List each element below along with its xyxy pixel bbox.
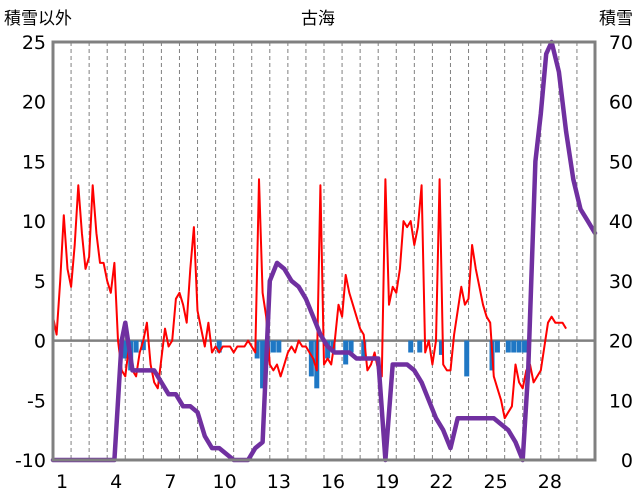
precip-bar-5 <box>254 340 260 359</box>
chart-title: 古海 <box>301 9 335 29</box>
y-tick-right-0: 0 <box>621 450 633 472</box>
precip-bar-8 <box>270 340 276 353</box>
precip-bar-19 <box>438 340 444 355</box>
y-tick-right-30: 30 <box>609 271 633 293</box>
y-tick-right-50: 50 <box>609 151 633 173</box>
precip-bar-0 <box>122 340 128 359</box>
precip-bar-2 <box>133 340 139 353</box>
precip-bar-3 <box>140 340 146 351</box>
y-tick-right-10: 10 <box>609 390 633 412</box>
y-tick-left-5: 5 <box>34 271 46 293</box>
precip-bar-9 <box>276 340 282 353</box>
x-tick-28: 28 <box>538 471 562 493</box>
precip-bar-12 <box>325 340 331 359</box>
plot-frame <box>51 40 597 462</box>
y-tick-left--10: -10 <box>15 450 46 472</box>
x-tick-25: 25 <box>484 471 508 493</box>
y-tick-right-20: 20 <box>609 331 633 353</box>
x-tick-19: 19 <box>375 471 399 493</box>
precip-bar-15 <box>348 340 354 353</box>
y-ticks-right: 0 10 20 30 40 50 60 70 <box>609 32 633 472</box>
precip-bar-4 <box>216 340 222 353</box>
y-axis-label-left: 積雪以外 <box>4 9 72 29</box>
y-tick-left-15: 15 <box>22 151 46 173</box>
x-tick-16: 16 <box>321 471 345 493</box>
y-tick-left-0: 0 <box>34 331 46 353</box>
y-tick-right-70: 70 <box>609 32 633 54</box>
x-tick-10: 10 <box>213 471 237 493</box>
precip-bar-25 <box>516 340 522 353</box>
precip-bar-6 <box>260 340 266 389</box>
precip-bar-22 <box>494 340 500 353</box>
temperature-line <box>52 178 567 420</box>
y-tick-left-20: 20 <box>22 92 46 114</box>
y-tick-right-40: 40 <box>609 211 633 233</box>
x-tick-13: 13 <box>267 471 291 493</box>
precip-bar-23 <box>505 340 511 353</box>
precip-bar-20 <box>464 340 470 377</box>
x-tick-22: 22 <box>429 471 453 493</box>
x-ticks: 1 4 7 10 13 16 19 22 25 28 <box>56 471 562 493</box>
snow-depth-line <box>50 39 598 463</box>
y-tick-left-10: 10 <box>22 211 46 233</box>
precip-bar-26 <box>522 340 528 353</box>
precip-bar-24 <box>511 340 517 353</box>
x-tick-1: 1 <box>56 471 68 493</box>
x-tick-4: 4 <box>110 471 122 493</box>
x-tick-7: 7 <box>164 471 176 493</box>
y-tick-left--5: -5 <box>27 390 46 412</box>
precip-bar-16 <box>361 340 367 359</box>
precip-bar-18 <box>417 340 423 353</box>
y-tick-right-60: 60 <box>609 92 633 114</box>
temperature-series <box>52 178 567 420</box>
precip-bar-17 <box>408 340 414 353</box>
precip-bar-10 <box>308 340 314 377</box>
y-axis-label-right: 積雪 <box>599 9 633 29</box>
y-ticks-left: -10 -5 0 5 10 15 20 25 <box>15 32 46 472</box>
snow-depth-series <box>50 39 598 463</box>
y-tick-left-25: 25 <box>22 32 46 54</box>
